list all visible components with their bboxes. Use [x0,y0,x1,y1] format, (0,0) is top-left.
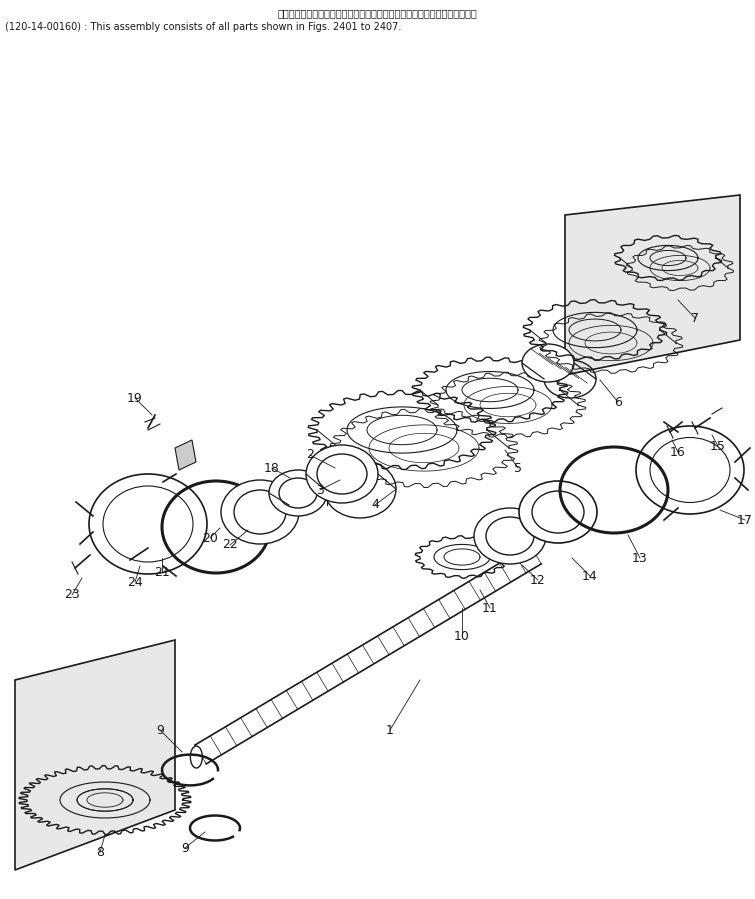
Text: 18: 18 [264,461,280,475]
Ellipse shape [306,445,378,503]
Ellipse shape [234,490,286,534]
Ellipse shape [486,517,534,555]
Text: 12: 12 [530,574,546,586]
Text: 13: 13 [632,551,648,565]
Text: 19: 19 [127,391,143,405]
Ellipse shape [650,438,730,503]
Text: 9: 9 [156,724,164,736]
Text: 17: 17 [737,513,753,527]
Ellipse shape [522,344,574,382]
Text: 24: 24 [127,575,143,589]
Text: 1: 1 [386,724,394,736]
Ellipse shape [103,486,193,562]
Text: 4: 4 [371,499,379,512]
Text: 9: 9 [181,841,189,855]
Ellipse shape [519,481,597,543]
Ellipse shape [221,480,299,544]
Ellipse shape [279,478,317,508]
Text: 11: 11 [482,601,498,615]
Polygon shape [175,440,196,470]
Text: 10: 10 [454,629,470,643]
Polygon shape [15,640,175,870]
Text: このアセンブリの構成部品は第２４０１図から第２４０７図まで含みます。: このアセンブリの構成部品は第２４０１図から第２４０７図まで含みます。 [277,8,477,18]
Text: 23: 23 [64,589,80,601]
Text: 15: 15 [710,440,726,452]
Text: 16: 16 [670,446,686,458]
Text: 14: 14 [582,569,598,583]
Ellipse shape [89,474,207,574]
Text: 8: 8 [96,845,104,859]
Text: 5: 5 [514,461,522,475]
Ellipse shape [636,426,744,514]
Polygon shape [565,195,740,375]
Text: 21: 21 [154,565,170,578]
Ellipse shape [269,470,327,516]
Text: 7: 7 [691,311,699,325]
Text: 6: 6 [614,396,622,408]
Text: 3: 3 [316,484,324,496]
Text: 20: 20 [202,531,218,545]
Ellipse shape [190,746,202,768]
Text: (120-14-00160) : This assembly consists of all parts shown in Figs. 2401 to 2407: (120-14-00160) : This assembly consists … [5,22,402,32]
Ellipse shape [532,491,584,533]
Ellipse shape [317,454,367,494]
Ellipse shape [474,508,546,564]
Text: 22: 22 [222,539,238,551]
Text: 2: 2 [306,449,314,461]
